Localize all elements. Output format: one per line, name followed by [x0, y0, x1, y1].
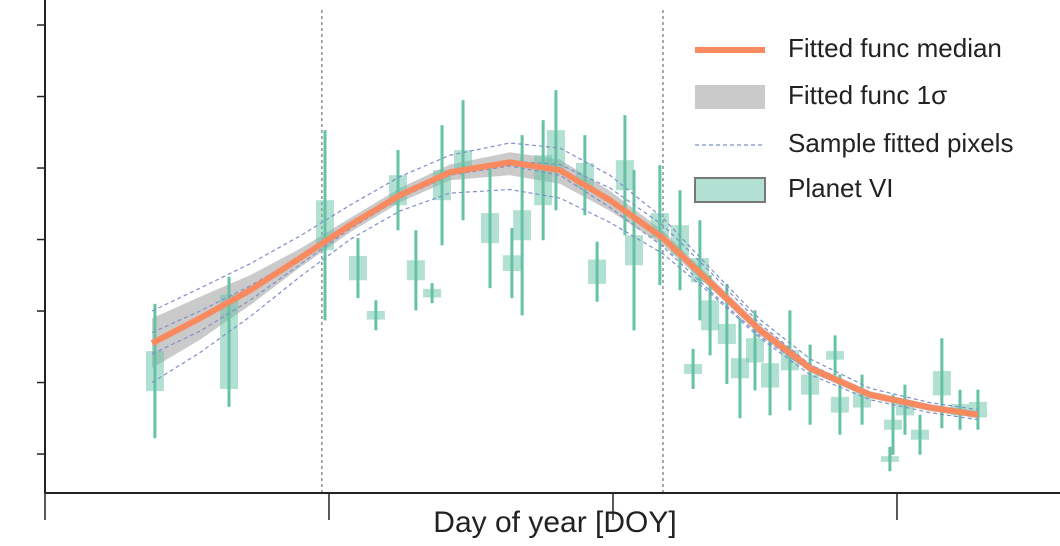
sample-line: [151, 188, 978, 421]
median-line: [150, 159, 979, 418]
vi-box: [884, 419, 903, 430]
vi-box: [932, 371, 951, 396]
legend-label: Planet VI: [788, 173, 894, 203]
vi-box: [220, 294, 239, 389]
vi-box: [423, 288, 442, 298]
vi-box: [910, 429, 929, 440]
vi-box: [826, 351, 845, 360]
legend-points-swatch: [694, 177, 766, 203]
vi-box: [454, 150, 473, 171]
vi-box: [895, 403, 914, 416]
vi-box: [684, 363, 703, 374]
vi-box: [701, 300, 720, 331]
vi-box: [730, 358, 749, 379]
vi-box: [745, 338, 764, 363]
legend-label: Fitted func median: [788, 33, 1002, 63]
legend-label: Fitted func 1σ: [788, 80, 947, 110]
sample-line: [151, 142, 978, 411]
vi-box: [615, 160, 634, 191]
legend-label: Sample fitted pixels: [788, 128, 1013, 158]
vi-box: [513, 210, 532, 241]
vi-box: [717, 323, 736, 344]
x-axis-label: Day of year [DOY]: [433, 506, 676, 539]
vi-box: [625, 235, 644, 266]
vi-box: [880, 456, 899, 462]
legend-band-swatch: [695, 85, 765, 109]
vi-box: [761, 363, 780, 388]
vi-box: [588, 259, 607, 284]
vi-box: [801, 374, 820, 395]
sample-line: [151, 165, 978, 418]
vi-box: [502, 255, 521, 271]
vi-box: [145, 351, 164, 392]
vi-box: [546, 130, 565, 171]
vi-box: [830, 396, 849, 413]
vi-box: [406, 260, 425, 281]
vi-box: [481, 213, 500, 244]
vi-box: [366, 311, 385, 320]
vi-box: [348, 255, 367, 281]
